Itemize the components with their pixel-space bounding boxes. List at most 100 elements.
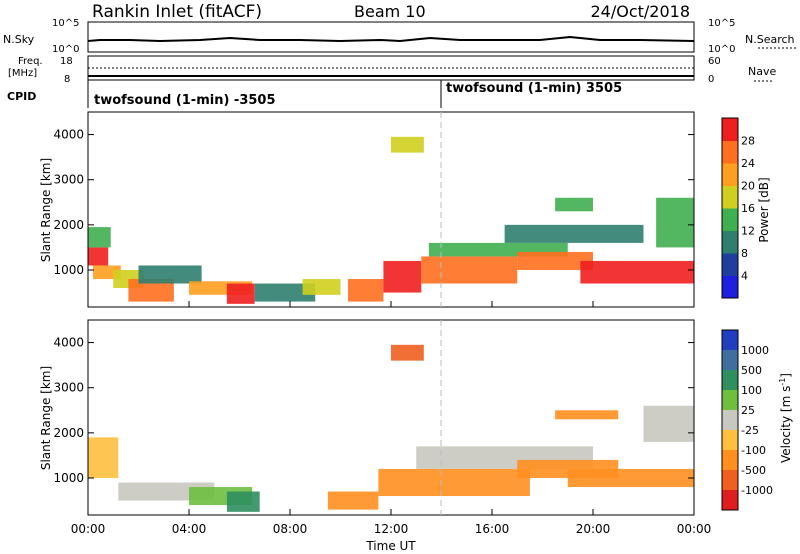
freq-label-line1: Freq.: [18, 56, 43, 67]
power-colorbar-swatch: [722, 163, 738, 186]
power-colorbar-swatch: [722, 118, 738, 141]
power-cell: [555, 197, 593, 212]
x-tick-label: 16:00: [475, 522, 510, 536]
power-y-tick-label: 2000: [53, 218, 84, 232]
power-colorbar-tick: 16: [741, 202, 755, 215]
velocity-colorbar-swatch: [722, 410, 738, 431]
noise-sky-line: [87, 35, 695, 43]
velocity-colorbar-swatch: [722, 470, 738, 491]
noise-left-tick-bottom: 10^0: [52, 44, 79, 55]
noise-panel-frame: [87, 21, 695, 53]
power-heatmap-cells: [88, 136, 694, 304]
power-cell: [226, 283, 255, 304]
power-y-tick-label: 1000: [53, 263, 84, 277]
velocity-y-tick-label: 2000: [53, 426, 84, 440]
freq-tick-bottom: 8: [64, 74, 70, 85]
velocity-colorbar-swatch: [722, 430, 738, 451]
velocity-colorbar-tick: 500: [741, 364, 762, 377]
velocity-colorbar-swatch: [722, 370, 738, 391]
x-tick-label: 08:00: [273, 522, 308, 536]
velocity-colorbar-label: Velocity [m s-1]: [778, 373, 793, 463]
power-cell: [383, 260, 422, 293]
power-colorbar-tick: 28: [741, 135, 755, 148]
power-colorbar-swatch: [722, 185, 738, 209]
x-tick-label: 12:00: [374, 522, 409, 536]
velocity-cell: [88, 437, 119, 478]
power-cell: [88, 247, 109, 266]
nave-label: Nave: [748, 65, 776, 78]
nave-tick-bottom: 0: [708, 74, 714, 85]
x-tick-label: 04:00: [172, 522, 207, 536]
power-cell: [580, 260, 694, 284]
noise-left-tick-top: 10^5: [52, 18, 79, 29]
velocity-y-ticks: 1000 2000 3000 4000: [53, 336, 694, 485]
cpid-label: CPID: [7, 90, 36, 103]
cpid-segment-1: twofsound (1-min) -3505: [94, 93, 276, 108]
velocity-cell: [643, 405, 694, 442]
power-colorbar-swatch: [722, 208, 738, 231]
power-colorbar-tick: 24: [741, 157, 755, 170]
velocity-colorbar: 1000 500 100 25 -25 -100 -500 -1000: [721, 329, 773, 511]
velocity-cell: [226, 491, 260, 512]
velocity-ylabel: Slant Range [km]: [39, 366, 53, 470]
velocity-colorbar-swatch: [722, 390, 738, 411]
velocity-colorbar-tick: -100: [741, 444, 766, 457]
velocity-y-tick-label: 4000: [53, 336, 84, 350]
power-y-tick-label: 3000: [53, 173, 84, 187]
noise-right-tick-top: 10^5: [708, 18, 735, 29]
velocity-colorbar-swatch: [722, 450, 738, 471]
station-title: Rankin Inlet (fitACF): [92, 2, 262, 22]
velocity-y-tick-label: 1000: [53, 471, 84, 485]
power-cell: [391, 136, 424, 153]
velocity-cell: [378, 468, 530, 497]
power-cell: [302, 279, 341, 295]
cpid-segment-2: twofsound (1-min) 3505: [446, 81, 622, 96]
power-y-tick-label: 4000: [53, 128, 84, 142]
x-axis-ticks: 00:00 04:00 08:00 12:00 16:00 20:00 00:00: [71, 301, 712, 536]
beam-label: Beam 10: [354, 2, 426, 21]
noise-right-tick-bottom: 10^0: [708, 44, 735, 55]
date-label: 24/Oct/2018: [590, 2, 690, 21]
velocity-colorbar-tick: -500: [741, 464, 766, 477]
power-colorbar: 4 8 12 16 20 24 28: [721, 117, 755, 299]
freq-tick-top: 18: [60, 56, 73, 67]
x-tick-label: 20:00: [576, 522, 611, 536]
velocity-cell: [567, 468, 694, 488]
power-colorbar-tick: 4: [741, 270, 748, 283]
power-colorbar-frame: [721, 117, 739, 299]
power-colorbar-swatch: [722, 275, 738, 299]
freq-label-line2: [MHz]: [8, 68, 37, 79]
x-tick-label: 00:00: [71, 522, 106, 536]
velocity-cell: [327, 491, 379, 510]
noise-left-label: N.Sky: [3, 33, 35, 46]
velocity-colorbar-tick: 1000: [741, 344, 769, 357]
power-colorbar-label: Power [dB]: [757, 177, 771, 242]
noise-right-label: N.Search: [745, 33, 795, 46]
velocity-colorbar-swatch: [722, 490, 738, 511]
nave-tick-top: 60: [708, 56, 721, 67]
velocity-heatmap-cells: [88, 344, 694, 512]
power-colorbar-tick: 12: [741, 225, 755, 238]
velocity-colorbar-frame: [721, 329, 739, 511]
velocity-colorbar-tick: -25: [741, 424, 759, 437]
power-colorbar-swatch: [722, 253, 738, 276]
velocity-cell: [391, 344, 424, 361]
velocity-y-tick-label: 3000: [53, 381, 84, 395]
power-cell: [421, 256, 518, 284]
power-y-ticks: 1000 2000 3000 4000: [53, 128, 694, 277]
velocity-colorbar-swatch: [722, 350, 738, 371]
x-tick-label: 00:00: [677, 522, 712, 536]
power-cell: [504, 224, 644, 243]
power-colorbar-swatch: [722, 230, 738, 254]
velocity-colorbar-tick: 100: [741, 384, 762, 397]
power-cell: [128, 279, 174, 302]
power-cell: [656, 197, 694, 248]
power-cell: [254, 283, 316, 302]
velocity-cell: [555, 410, 619, 420]
power-colorbar-swatch: [722, 140, 738, 164]
power-cell: [348, 279, 384, 302]
power-colorbar-tick: 8: [741, 247, 748, 260]
velocity-colorbar-tick: 25: [741, 404, 755, 417]
power-cell: [138, 265, 202, 284]
